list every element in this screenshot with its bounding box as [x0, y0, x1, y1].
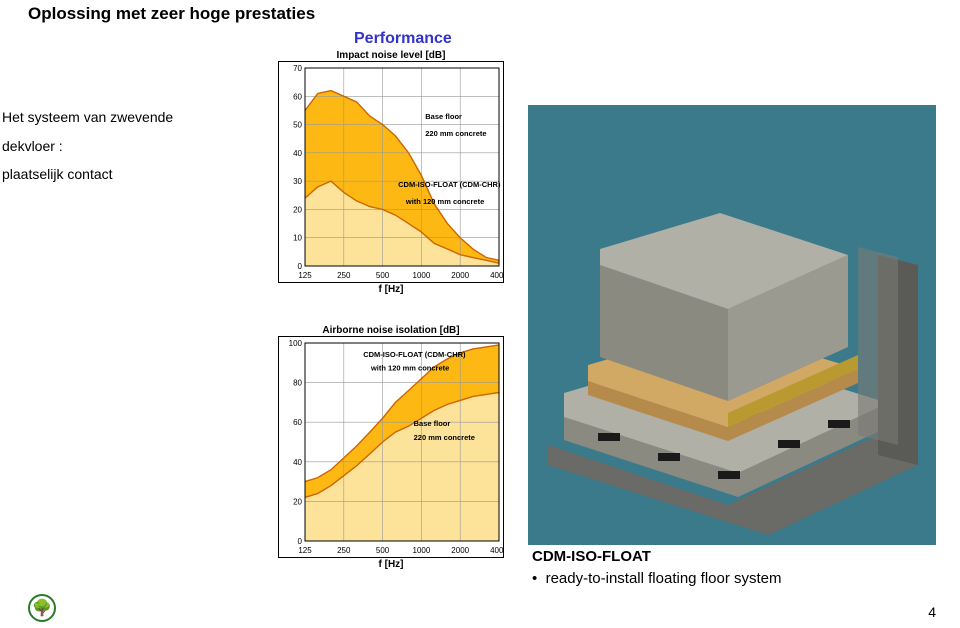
description-line: dekvloer : [2, 133, 173, 160]
description-text: Het systeem van zwevende dekvloer : plaa… [2, 104, 173, 190]
svg-text:40: 40 [293, 458, 302, 467]
svg-text:with 120 mm concrete: with 120 mm concrete [405, 197, 484, 206]
svg-text:1000: 1000 [413, 271, 431, 280]
svg-text:250: 250 [337, 546, 351, 555]
svg-text:2000: 2000 [451, 271, 469, 280]
svg-text:125: 125 [298, 546, 312, 555]
chart-svg: 0 10 20 30 40 50 60 70 125 250 500 1000 2000 4000 Base… [278, 61, 504, 283]
performance-heading: Performance [354, 30, 452, 48]
page-number: 4 [928, 604, 936, 620]
svg-text:CDM-ISO-FLOAT (CDM-CHR): CDM-ISO-FLOAT (CDM-CHR) [398, 180, 501, 189]
product-bullet: • ready-to-install floating floor system [532, 570, 782, 587]
svg-text:100: 100 [289, 339, 303, 348]
svg-text:40: 40 [293, 149, 302, 158]
description-line: plaatselijk contact [2, 161, 173, 188]
svg-text:80: 80 [293, 379, 302, 388]
description-line: Het systeem van zwevende [2, 104, 173, 131]
svg-text:0: 0 [298, 537, 303, 546]
svg-text:Base floor: Base floor [414, 419, 451, 428]
chart-xlabel: f [Hz] [278, 284, 504, 295]
svg-text:10: 10 [293, 234, 302, 243]
svg-text:0: 0 [298, 262, 303, 271]
product-bullet-text: ready-to-install floating floor system [546, 570, 782, 587]
svg-text:60: 60 [293, 92, 302, 101]
impact-noise-chart: Impact noise level [dB] 0 10 20 30 40 50 60 70 1… [278, 50, 504, 295]
svg-text:220 mm concrete: 220 mm concrete [425, 129, 486, 138]
chart-title: Airborne noise isolation [dB] [278, 325, 504, 336]
svg-text:20: 20 [293, 205, 302, 214]
product-name: CDM-ISO-FLOAT [532, 548, 651, 565]
svg-text:4000: 4000 [490, 271, 504, 280]
svg-text:2000: 2000 [451, 546, 469, 555]
chart-svg: 0 20 40 60 80 100 125 250 500 1000 2000 4000 CDM-ISO… [278, 336, 504, 558]
airborne-noise-chart: Airborne noise isolation [dB] 0 20 40 60 80 1… [278, 325, 504, 570]
svg-text:Base floor: Base floor [425, 112, 462, 121]
svg-text:125: 125 [298, 271, 312, 280]
svg-text:500: 500 [376, 271, 390, 280]
svg-text:70: 70 [293, 64, 302, 73]
chart-xlabel: f [Hz] [278, 559, 504, 570]
svg-text:CDM-ISO-FLOAT (CDM-CHR): CDM-ISO-FLOAT (CDM-CHR) [363, 350, 466, 359]
svg-text:60: 60 [293, 418, 302, 427]
svg-text:20: 20 [293, 497, 302, 506]
svg-text:50: 50 [293, 121, 302, 130]
svg-text:30: 30 [293, 177, 302, 186]
svg-text:500: 500 [376, 546, 390, 555]
svg-text:4000: 4000 [490, 546, 504, 555]
page-title: Oplossing met zeer hoge prestaties [28, 4, 315, 24]
svg-text:220 mm concrete: 220 mm concrete [414, 433, 475, 442]
tree-logo-icon: 🌳 [28, 594, 56, 622]
svg-text:with 120 mm concrete: with 120 mm concrete [370, 364, 449, 373]
svg-text:1000: 1000 [413, 546, 431, 555]
chart-title: Impact noise level [dB] [278, 50, 504, 61]
concept-image [528, 105, 936, 545]
svg-text:250: 250 [337, 271, 351, 280]
